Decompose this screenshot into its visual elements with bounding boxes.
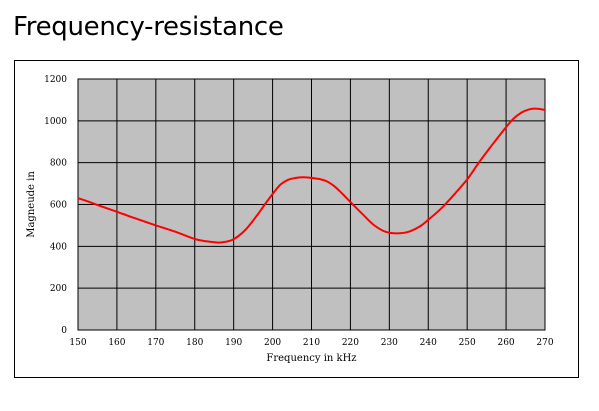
x-tick-label-240: 240 [420,338,437,348]
series-layer [77,107,546,244]
y-tick-labels: 0 200 400 600 800 1000 1200 [44,75,67,336]
x-tick-label-270: 270 [536,338,553,348]
x-tick-label-180: 180 [186,338,203,348]
y-tick-label-400: 400 [50,242,67,252]
y-tick-label-1200: 1200 [44,75,67,85]
y-tick-label-0: 0 [61,326,67,336]
chart-frame: 150 160 170 180 190 200 210 220 230 240 250 260 270 … [14,60,579,378]
x-tick-labels: 150 160 170 180 190 200 210 220 230 240 250 260 270 [69,338,553,348]
x-tick-label-160: 160 [108,338,125,348]
y-tick-label-600: 600 [50,201,67,211]
frequency-resistance-chart: 150 160 170 180 190 200 210 220 230 240 250 260 270 … [26,75,554,364]
x-tick-label-260: 260 [497,338,514,348]
y-tick-label-800: 800 [50,159,67,169]
x-tick-label-150: 150 [69,338,86,348]
x-tick-label-230: 230 [381,338,398,348]
y-axis-label: Magneude in [26,171,37,238]
x-axis-label: Frequency in kHz [266,353,356,364]
slide-title: Frequency-resistance [13,12,284,42]
x-tick-label-210: 210 [303,338,320,348]
y-tick-label-200: 200 [50,284,67,294]
x-tick-label-170: 170 [147,338,164,348]
x-tick-label-200: 200 [264,338,281,348]
y-tick-label-1000: 1000 [44,117,67,127]
x-tick-label-220: 220 [342,338,359,348]
grid-lines [77,78,546,331]
x-tick-label-190: 190 [225,338,242,348]
series-line-0 [77,107,546,244]
x-tick-label-250: 250 [459,338,476,348]
